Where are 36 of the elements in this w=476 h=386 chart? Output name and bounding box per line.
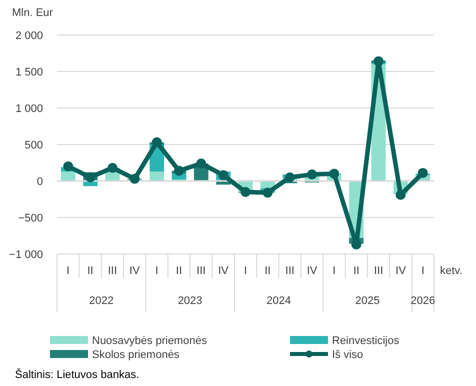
x-tick-label: II (87, 264, 94, 277)
y-tick-label: 0 (36, 176, 43, 188)
text: 2026 (410, 294, 436, 307)
x-tick-label: II (176, 264, 182, 277)
x-axis-title: ketv. (440, 264, 462, 277)
x-tick-label: I (332, 264, 336, 277)
y-tick-label: 500 (24, 139, 43, 152)
text: 2023 (178, 294, 202, 307)
text: 2024 (266, 294, 292, 307)
x-tick-label: II (353, 264, 360, 277)
y-axis-title: Mln. Eur (12, 7, 54, 19)
x-tick-label: III (285, 264, 294, 277)
x-tick-label: I (244, 264, 248, 277)
x-tick-label: IV (306, 264, 318, 277)
x-tick-label: I (421, 264, 424, 277)
text: 2025 (355, 294, 380, 307)
y-tick-label: 1 000 (15, 102, 43, 115)
x-tick-label: III (108, 264, 118, 277)
x-tick-label: I (66, 264, 70, 277)
x-tick-label: IV (396, 264, 407, 277)
y-tick-label: 2 000 (15, 30, 43, 42)
y-tick-label: −1 000 (9, 248, 43, 261)
text: 2022 (89, 294, 114, 307)
y-tick-label: 1 500 (15, 66, 43, 78)
legend-label: Nuosavybės priemonės (92, 334, 208, 347)
legend-label: Reinvesticijos (332, 334, 400, 347)
x-tick-label: IV (129, 264, 140, 277)
x-tick-label: II (264, 264, 271, 277)
y-tick-label: −500 (18, 212, 43, 224)
legend-label: Iš viso (332, 348, 364, 361)
x-tick-label: III (374, 264, 384, 277)
x-tick-label: IV (218, 264, 230, 277)
text: Šaltinis: Lietuvos bankas. (15, 368, 140, 381)
x-tick-label: III (196, 264, 206, 277)
x-tick-label: I (155, 264, 158, 277)
legend-label: Skolos priemonės (92, 348, 180, 361)
